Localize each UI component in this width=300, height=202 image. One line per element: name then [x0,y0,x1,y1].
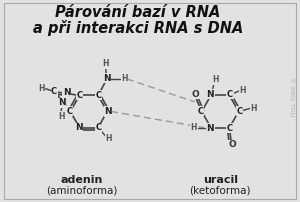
Text: © 2001 TGU: © 2001 TGU [289,77,294,116]
Text: C: C [236,107,242,116]
Text: uracil: uracil [203,175,238,185]
Text: N: N [63,88,70,97]
Text: N: N [206,90,214,99]
Text: a při interakci RNA s DNA: a při interakci RNA s DNA [33,20,243,36]
Bar [4,3,296,199]
Text: N: N [103,74,111,83]
Text: N: N [58,98,66,107]
Text: H: H [251,104,257,113]
Text: C: C [51,87,57,96]
Text: C: C [67,107,73,116]
Text: (ketoforma): (ketoforma) [189,185,251,196]
Text: C: C [76,91,82,100]
Text: C: C [227,124,233,133]
Text: C: C [96,123,102,132]
Text: H: H [122,74,128,83]
Text: H: H [212,75,219,84]
Text: C: C [227,90,233,99]
Text: N: N [104,107,112,116]
Text: H: H [102,59,109,68]
Text: O: O [228,140,236,149]
Text: C: C [197,107,203,116]
Text: H: H [38,84,45,93]
Text: H: H [58,112,64,121]
Text: H: H [190,123,197,132]
Text: O: O [191,90,199,99]
Text: H: H [105,135,112,143]
Text: adenin: adenin [60,175,103,185]
Text: H: H [58,112,64,121]
Text: H: H [240,86,246,95]
Text: C: C [96,91,102,100]
Text: Párování bazí v RNA: Párování bazí v RNA [56,5,221,20]
Text: (aminoforma): (aminoforma) [46,185,117,196]
Text: N: N [206,124,214,133]
Text: N: N [75,123,83,132]
